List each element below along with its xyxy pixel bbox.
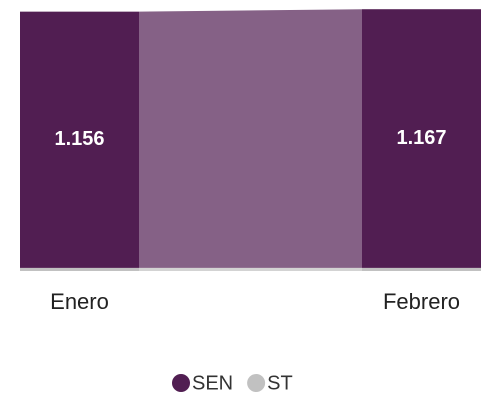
bar-segment	[362, 9, 481, 268]
bar-segment	[20, 267, 139, 271]
x-tick-label: Febrero	[383, 289, 460, 314]
legend-label: ST	[267, 372, 293, 394]
legend-marker	[172, 374, 190, 392]
bar-segment	[20, 11, 139, 268]
ribbon	[139, 9, 362, 268]
data-label: 1.167	[396, 127, 446, 149]
bar-segment	[362, 267, 481, 271]
ribbon	[139, 267, 362, 271]
legend-marker	[247, 374, 266, 392]
legend-label: SEN	[192, 372, 233, 394]
x-tick-label: Enero	[50, 289, 109, 314]
data-label: 1.156	[54, 128, 104, 150]
